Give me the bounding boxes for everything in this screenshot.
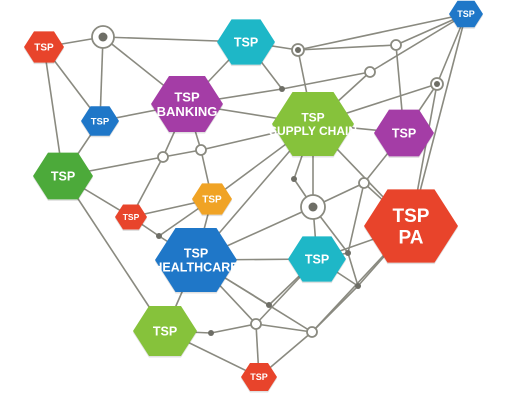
hexagon-shape bbox=[449, 0, 483, 28]
dot-joint bbox=[345, 250, 351, 256]
tsp-top-right-blue-node: TSP bbox=[449, 0, 483, 29]
hexagon-shape bbox=[33, 152, 93, 200]
hexagon-shape bbox=[151, 75, 223, 133]
hexagon-shape bbox=[24, 31, 64, 63]
ring-joint bbox=[91, 25, 115, 49]
dot-joint bbox=[208, 330, 214, 336]
dot-joint bbox=[355, 283, 361, 289]
open-joint bbox=[195, 144, 207, 156]
tsp-right-purple-node: TSP bbox=[374, 109, 434, 158]
connection-line bbox=[281, 71, 371, 90]
node-label: TSP bbox=[234, 36, 258, 50]
hexagon-shape bbox=[241, 362, 277, 392]
connection-line bbox=[162, 149, 202, 158]
node-label: TSP bbox=[34, 43, 54, 54]
tsp-mid-teal-node: TSP bbox=[288, 236, 346, 284]
node-label: TSP bbox=[51, 170, 75, 184]
dot-joint bbox=[291, 176, 297, 182]
open-joint bbox=[157, 151, 169, 163]
hub-joint bbox=[291, 43, 305, 57]
ring-joint bbox=[300, 194, 326, 220]
hexagon-shape bbox=[374, 109, 434, 157]
node-label: TSP bbox=[250, 372, 268, 382]
hexagon-shape bbox=[217, 19, 275, 65]
hexagon-shape bbox=[133, 306, 197, 356]
node-label: TSP bbox=[457, 9, 475, 19]
hub-joint bbox=[430, 77, 444, 91]
dot-joint bbox=[156, 233, 162, 239]
hexagon-shape bbox=[192, 183, 232, 215]
connection-line bbox=[210, 323, 257, 334]
node-label: TSP bbox=[301, 111, 324, 125]
tsp-left-green-node: TSP bbox=[33, 152, 93, 201]
hexagon-shape bbox=[364, 189, 458, 263]
tsp-small-orange-node: TSP bbox=[192, 183, 232, 217]
tsp-bottom-green-node: TSP bbox=[133, 306, 197, 358]
tsp-top-left-blue-node: TSP bbox=[81, 106, 119, 138]
node-label: TSP bbox=[123, 212, 140, 222]
connection-line bbox=[297, 13, 467, 51]
tsp-small-red-node: TSP bbox=[115, 204, 147, 231]
hexagon-shape bbox=[115, 204, 147, 230]
hexagon-shape bbox=[288, 236, 346, 282]
node-label: PA bbox=[399, 227, 424, 248]
open-joint bbox=[306, 326, 318, 338]
connection-line bbox=[62, 175, 166, 332]
open-joint bbox=[390, 39, 402, 51]
hexagon-shape bbox=[155, 228, 237, 292]
connection-line bbox=[369, 13, 467, 73]
node-label: TSP bbox=[174, 89, 200, 104]
dot-joint bbox=[279, 86, 285, 92]
node-label: TSP bbox=[393, 206, 430, 227]
connection-joints bbox=[91, 25, 444, 338]
node-label: TSP bbox=[91, 116, 110, 127]
node-label: BANKING bbox=[157, 104, 218, 119]
connection-line bbox=[347, 252, 359, 287]
node-label: SUPPLY CHAIN bbox=[269, 124, 357, 138]
open-joint bbox=[364, 66, 376, 78]
hexagon-shape bbox=[81, 106, 119, 136]
node-label: TSP bbox=[392, 127, 416, 141]
node-label: TSP bbox=[184, 247, 208, 261]
node-label: HEALTHCARE bbox=[153, 261, 238, 275]
connection-line bbox=[297, 44, 397, 51]
dot-joint bbox=[266, 302, 272, 308]
tsp-top-teal-node: TSP bbox=[217, 19, 275, 67]
node-label: TSP bbox=[153, 325, 177, 339]
open-joint bbox=[358, 177, 370, 189]
tsp-bottom-red-node: TSP bbox=[241, 362, 277, 393]
tsp-top-left-red-node: TSP bbox=[24, 31, 64, 65]
node-label: TSP bbox=[305, 253, 329, 267]
connection-line bbox=[347, 182, 365, 254]
node-label: TSP bbox=[202, 195, 222, 206]
open-joint bbox=[250, 318, 262, 330]
connection-line bbox=[255, 323, 313, 333]
hexagon-shape bbox=[272, 92, 354, 156]
